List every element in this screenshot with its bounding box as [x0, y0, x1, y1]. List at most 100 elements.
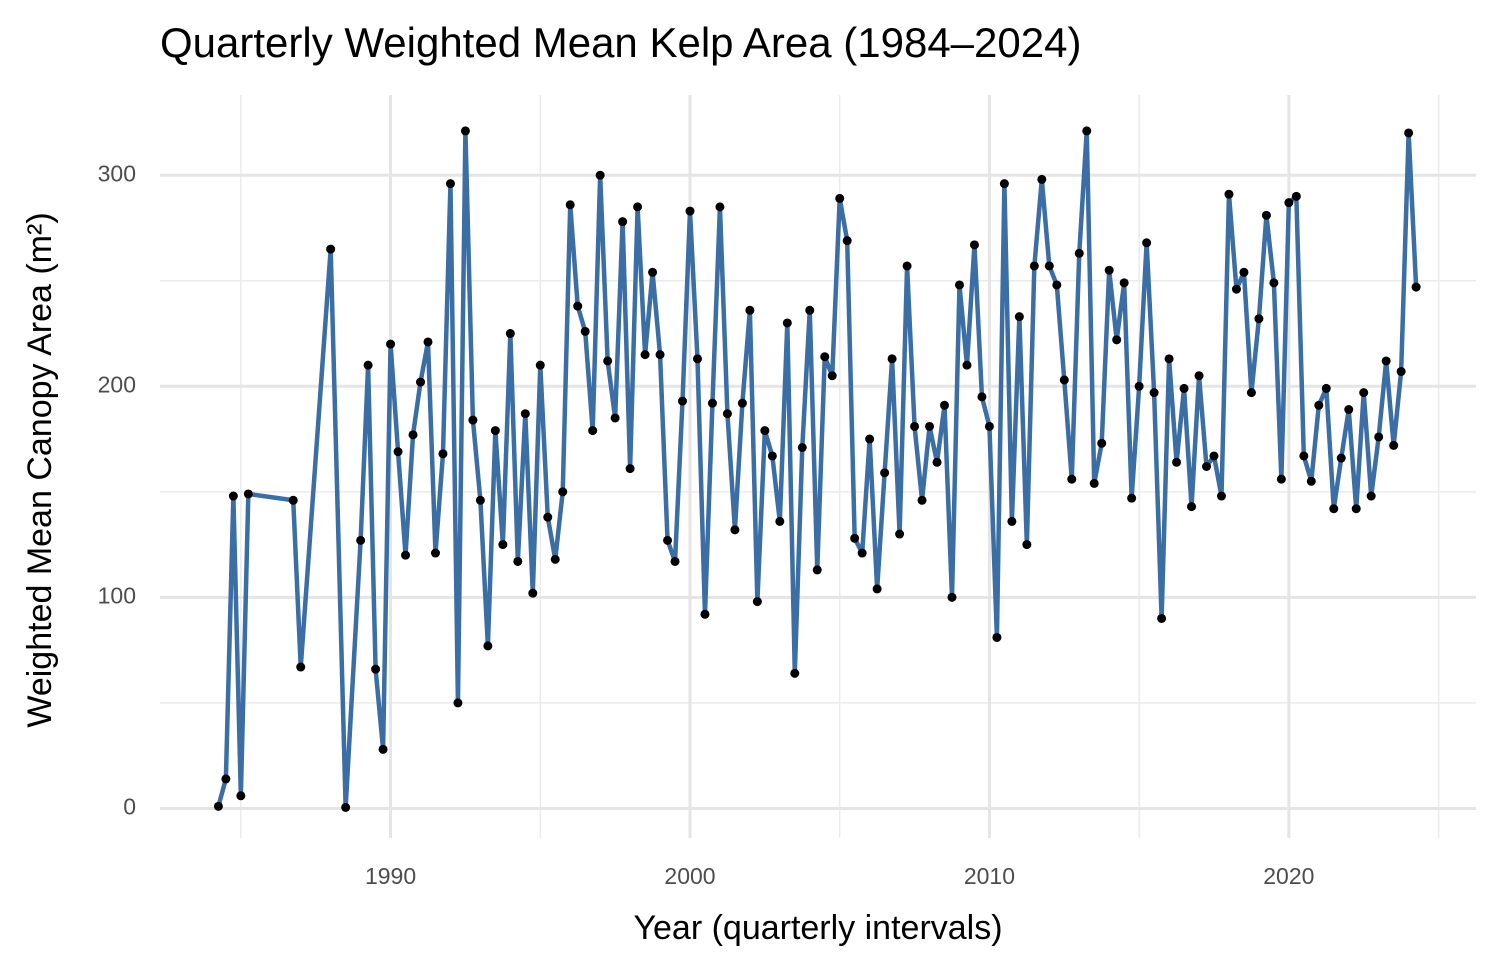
data-point [1157, 613, 1167, 623]
y-axis-label: Weighted Mean Canopy Area (m²) [21, 212, 59, 727]
data-point [1052, 280, 1062, 290]
data-point [603, 356, 613, 366]
y-tick-label: 300 [98, 160, 136, 186]
data-point [423, 337, 433, 347]
data-point [1336, 453, 1346, 463]
data-point [1284, 198, 1294, 208]
data-point [416, 377, 426, 387]
data-point [812, 565, 822, 575]
data-point [745, 305, 755, 315]
data-point [243, 489, 253, 499]
data-point [1224, 189, 1234, 199]
data-point [1044, 261, 1054, 271]
data-point [1089, 478, 1099, 488]
data-point [1172, 457, 1182, 467]
data-point [910, 421, 920, 431]
data-point [1231, 284, 1241, 294]
data-point [528, 588, 538, 598]
data-point [401, 550, 411, 560]
data-point [670, 556, 680, 566]
data-point [618, 217, 628, 227]
data-point [663, 535, 673, 545]
chart-title: Quarterly Weighted Mean Kelp Area (1984–… [160, 19, 1081, 66]
data-point [475, 495, 485, 505]
data-point [895, 529, 905, 539]
data-point [430, 548, 440, 558]
data-point [438, 449, 448, 459]
data-point [1359, 388, 1369, 398]
data-point [797, 443, 807, 453]
data-point [588, 426, 598, 436]
data-point [1059, 375, 1069, 385]
data-point [1067, 474, 1077, 484]
data-point [1276, 474, 1286, 484]
data-point [1216, 491, 1226, 501]
data-point [992, 632, 1002, 642]
data-point [1179, 383, 1189, 393]
data-point [925, 421, 935, 431]
data-point [1202, 462, 1212, 471]
data-point [820, 352, 830, 362]
data-point [760, 426, 770, 436]
data-point [1104, 265, 1114, 275]
data-point [1374, 432, 1384, 442]
data-point [1389, 440, 1399, 450]
data-point [408, 430, 418, 440]
y-tick-label: 200 [98, 371, 136, 397]
x-axis-label: Year (quarterly intervals) [633, 909, 1002, 947]
data-point [827, 371, 837, 381]
data-point [1246, 388, 1256, 398]
data-point [842, 236, 852, 246]
data-point [640, 350, 650, 360]
data-point [236, 791, 246, 801]
data-point [483, 641, 493, 651]
data-point [341, 802, 351, 812]
data-point [835, 193, 845, 203]
data-point [977, 392, 987, 402]
data-point [932, 457, 942, 467]
data-point [775, 516, 785, 526]
data-point [1404, 128, 1414, 138]
x-tick-label: 2000 [664, 863, 715, 889]
data-point [513, 556, 523, 566]
data-point [1366, 491, 1376, 501]
data-point [1119, 278, 1129, 288]
data-point [326, 244, 336, 254]
data-point [865, 434, 875, 444]
data-point [1411, 282, 1421, 292]
data-point [221, 774, 231, 784]
data-point [707, 398, 717, 408]
data-point [648, 267, 658, 277]
data-point [1239, 267, 1249, 277]
data-point [213, 801, 223, 811]
data-point [1142, 238, 1152, 248]
data-point [460, 126, 470, 136]
data-point [917, 495, 927, 505]
data-point [573, 301, 583, 311]
data-point [850, 533, 860, 543]
data-point [1037, 174, 1047, 184]
data-point [1254, 314, 1264, 324]
data-point [1029, 261, 1039, 271]
data-point [1344, 405, 1354, 415]
data-point [371, 664, 381, 674]
data-point [1329, 504, 1339, 514]
data-point [468, 415, 478, 425]
y-tick-label: 0 [123, 794, 136, 820]
data-point [887, 354, 897, 364]
data-point [520, 409, 530, 419]
data-line [216, 128, 1419, 810]
data-point [1082, 126, 1092, 136]
data-point [1007, 516, 1017, 526]
data-point [610, 413, 620, 423]
data-point [1351, 504, 1361, 514]
x-tick-label: 1990 [365, 863, 416, 889]
data-point [1381, 356, 1391, 366]
y-tick-label: 100 [98, 582, 136, 608]
data-point [782, 318, 792, 328]
data-point [356, 535, 366, 545]
data-point [1299, 451, 1309, 461]
data-point [1112, 335, 1122, 345]
data-point [1321, 383, 1331, 393]
data-point [1149, 388, 1159, 398]
